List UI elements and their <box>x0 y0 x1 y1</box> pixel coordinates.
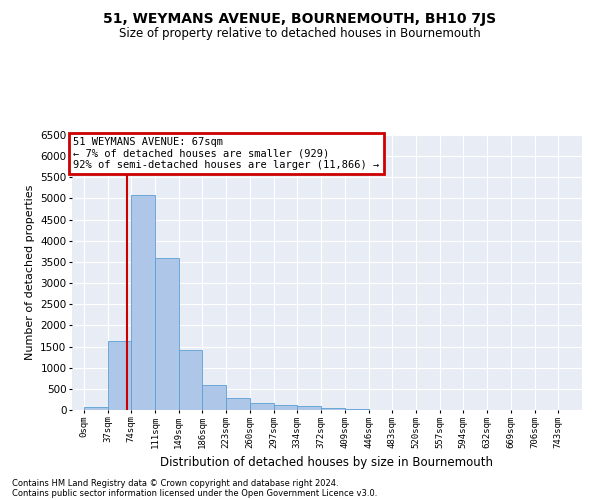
Bar <box>250 404 274 410</box>
Bar <box>84 408 107 410</box>
Bar <box>107 341 131 410</box>
Bar <box>345 408 368 410</box>
Text: Size of property relative to detached houses in Bournemouth: Size of property relative to detached ho… <box>119 28 481 40</box>
Bar <box>179 350 202 410</box>
Bar <box>321 408 345 410</box>
Bar <box>298 406 321 410</box>
Bar <box>274 404 298 410</box>
Bar <box>155 258 179 410</box>
Bar <box>226 398 250 410</box>
X-axis label: Distribution of detached houses by size in Bournemouth: Distribution of detached houses by size … <box>161 456 493 469</box>
Text: Contains public sector information licensed under the Open Government Licence v3: Contains public sector information licen… <box>12 488 377 498</box>
Bar <box>131 195 155 410</box>
Y-axis label: Number of detached properties: Number of detached properties <box>25 185 35 360</box>
Text: Contains HM Land Registry data © Crown copyright and database right 2024.: Contains HM Land Registry data © Crown c… <box>12 478 338 488</box>
Bar <box>202 385 226 410</box>
Text: 51, WEYMANS AVENUE, BOURNEMOUTH, BH10 7JS: 51, WEYMANS AVENUE, BOURNEMOUTH, BH10 7J… <box>103 12 497 26</box>
Text: 51 WEYMANS AVENUE: 67sqm
← 7% of detached houses are smaller (929)
92% of semi-d: 51 WEYMANS AVENUE: 67sqm ← 7% of detache… <box>73 136 379 170</box>
